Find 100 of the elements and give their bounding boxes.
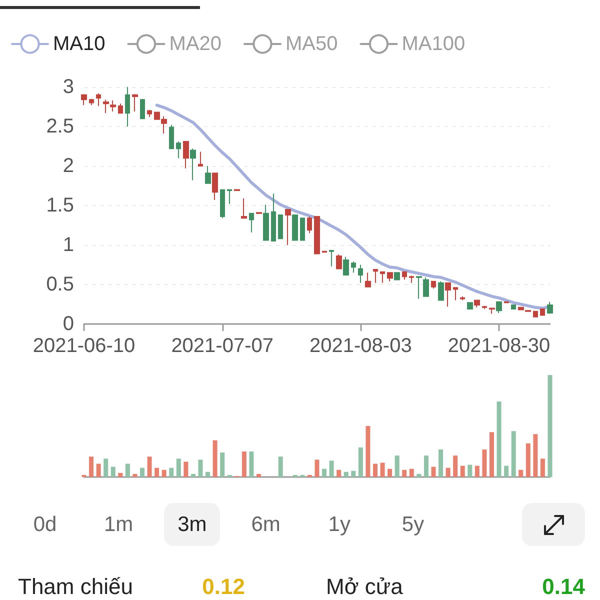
candlestick <box>285 208 291 246</box>
candlestick <box>394 272 400 280</box>
bar <box>526 443 530 477</box>
bar <box>154 468 160 477</box>
bar <box>110 466 116 477</box>
candlestick <box>183 141 189 169</box>
candlestick <box>445 282 451 308</box>
candlestick <box>96 92 101 106</box>
bar <box>278 456 283 477</box>
bar <box>482 449 487 477</box>
bar <box>468 464 472 477</box>
bar <box>249 452 254 477</box>
bar <box>351 470 356 477</box>
category-label: Mở cửa <box>326 574 403 600</box>
bar <box>118 472 123 477</box>
bar <box>533 434 538 477</box>
bar <box>402 470 407 477</box>
bar <box>518 470 524 477</box>
bar <box>511 431 516 477</box>
x-tick-label: 2021-07-07 <box>171 335 274 357</box>
bar <box>540 458 545 477</box>
candlestick <box>89 98 94 106</box>
bar <box>474 466 480 477</box>
candlestick <box>351 261 356 274</box>
candlestick <box>169 124 174 150</box>
x-tick-label: 2021-08-30 <box>448 335 550 357</box>
candlestick <box>81 94 87 106</box>
candlestick <box>300 218 305 241</box>
candlestick <box>118 103 123 114</box>
candlestick <box>263 204 269 241</box>
y-tick-label: 0.5 <box>46 274 74 296</box>
candlestick <box>147 109 152 118</box>
bar <box>496 402 502 477</box>
candlestick <box>438 280 444 301</box>
candlestick <box>176 141 181 159</box>
candlestick <box>249 212 254 233</box>
candlestick <box>190 148 196 181</box>
bar <box>322 468 327 477</box>
bar <box>190 474 196 477</box>
bar <box>89 456 94 477</box>
bar <box>344 472 348 477</box>
candlestick <box>533 310 538 318</box>
candlestick <box>103 99 109 114</box>
candlestick <box>453 287 458 301</box>
candlestick <box>423 276 429 297</box>
bar <box>431 466 436 477</box>
candlestick <box>329 250 334 267</box>
bar <box>104 458 108 477</box>
x-tick-label: 2021-06-10 <box>32 335 136 357</box>
candlestick <box>125 86 130 127</box>
bar <box>394 456 400 477</box>
y-tick-label: 1 <box>62 234 74 256</box>
bar <box>366 426 370 477</box>
candlestick <box>489 308 495 314</box>
candlestick <box>314 216 320 254</box>
bar <box>147 456 152 477</box>
legend-label: MA50 <box>285 33 338 55</box>
bar <box>206 472 210 477</box>
bar <box>329 460 334 477</box>
candlestick <box>365 272 371 288</box>
candlestick <box>278 214 283 240</box>
bar <box>460 466 465 477</box>
candlestick <box>431 280 436 289</box>
legend-label: MA20 <box>169 33 222 55</box>
candlestick <box>212 172 218 200</box>
bar <box>490 432 494 477</box>
bar <box>169 468 174 477</box>
candlestick <box>467 302 473 310</box>
bar <box>380 462 385 477</box>
bar <box>125 464 130 477</box>
candlestick <box>409 275 414 284</box>
candlestick <box>547 301 553 314</box>
candlestick <box>205 166 211 184</box>
candlestick <box>416 276 422 300</box>
candlestick <box>482 305 487 310</box>
candlestick <box>307 216 312 234</box>
y-tick-label: 1.5 <box>46 194 74 216</box>
bar <box>212 440 218 477</box>
candlestick <box>110 100 116 112</box>
candlestick <box>336 254 342 270</box>
candlestick <box>511 304 516 310</box>
y-tick-label: 2 <box>62 155 74 177</box>
text: 0d <box>33 512 57 536</box>
bar <box>336 470 342 477</box>
text: 6m <box>251 512 280 536</box>
bar <box>132 474 138 477</box>
bar <box>176 458 181 477</box>
candlestick <box>271 193 276 242</box>
bar <box>548 375 552 477</box>
text: 1m <box>104 512 134 536</box>
y-tick-label: 2.5 <box>46 116 74 138</box>
candlestick <box>343 256 349 276</box>
y-tick-label: 0 <box>62 313 74 335</box>
candlestick <box>198 151 203 166</box>
bar <box>446 468 450 477</box>
candlestick <box>373 268 378 284</box>
bar <box>409 468 414 477</box>
bar <box>358 447 363 477</box>
candlestick <box>496 301 502 314</box>
candlestick <box>292 214 298 241</box>
